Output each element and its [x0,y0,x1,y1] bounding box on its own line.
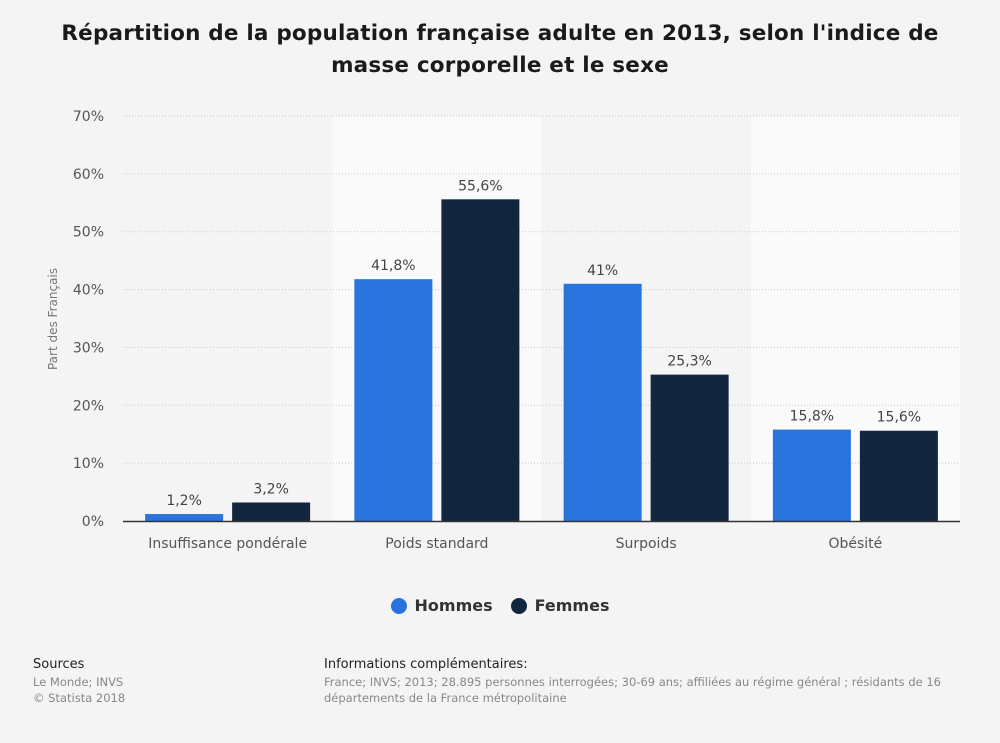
y-tick-label: 60% [73,167,104,183]
legend-label-hommes: Hommes [414,596,493,615]
sources-text: Le Monde; INVS [33,675,124,689]
legend-item-femmes[interactable]: Femmes [510,596,610,615]
y-tick-label: 10% [73,456,104,472]
legend: Hommes Femmes [0,596,1000,615]
x-tick-label: Poids standard [385,536,488,552]
chart-title: Répartition de la population française a… [61,21,939,78]
copyright-text: © Statista 2018 [33,691,126,705]
x-tick-label: Insuffisance pondérale [148,536,307,552]
sources-heading: Sources [33,657,85,672]
info-text: France; INVS; 2013; 28.895 personnes int… [324,675,941,705]
x-tick-label: Surpoids [616,536,677,552]
y-tick-label: 40% [73,283,104,299]
data-label: 15,8% [790,409,834,425]
y-tick-label: 30% [73,340,104,356]
data-label: 3,2% [253,481,289,497]
bar-hommes-1 [354,279,433,521]
data-label: 1,2% [166,493,202,509]
data-label: 15,6% [877,410,921,426]
legend-dot-hommes [390,597,407,614]
bar-femmes-2 [650,374,729,521]
data-label: 55,6% [458,178,502,194]
info-heading: Informations complémentaires: [324,657,528,672]
legend-label-femmes: Femmes [534,596,610,615]
y-tick-label: 20% [73,398,104,414]
y-tick-label: 50% [73,225,104,241]
bar-femmes-3 [859,430,938,521]
sources-block: Sources Le Monde; INVS © Statista 2018 [33,657,125,706]
info-block: Informations complémentaires: France; IN… [324,657,1000,706]
data-label: 41% [587,263,618,279]
x-tick-label: Obésité [828,536,882,552]
category-band-0 [123,116,333,521]
bar-chart: 0% 10% 20% 30% 40% 50% 60% 70% Part des Français… [46,109,960,552]
y-tick-label: 0% [82,514,104,530]
data-label: 25,3% [667,354,711,370]
bar-femmes-0 [232,502,311,521]
legend-dot-femmes [510,597,527,614]
bar-hommes-0 [145,514,224,521]
y-axis-label: Part des Français [46,268,60,370]
bar-femmes-1 [441,199,520,522]
bar-hommes-2 [563,283,642,521]
bar-hommes-3 [772,429,851,521]
legend-item-hommes[interactable]: Hommes [390,596,493,615]
y-tick-label: 70% [73,109,104,125]
data-label: 41,8% [371,258,415,274]
